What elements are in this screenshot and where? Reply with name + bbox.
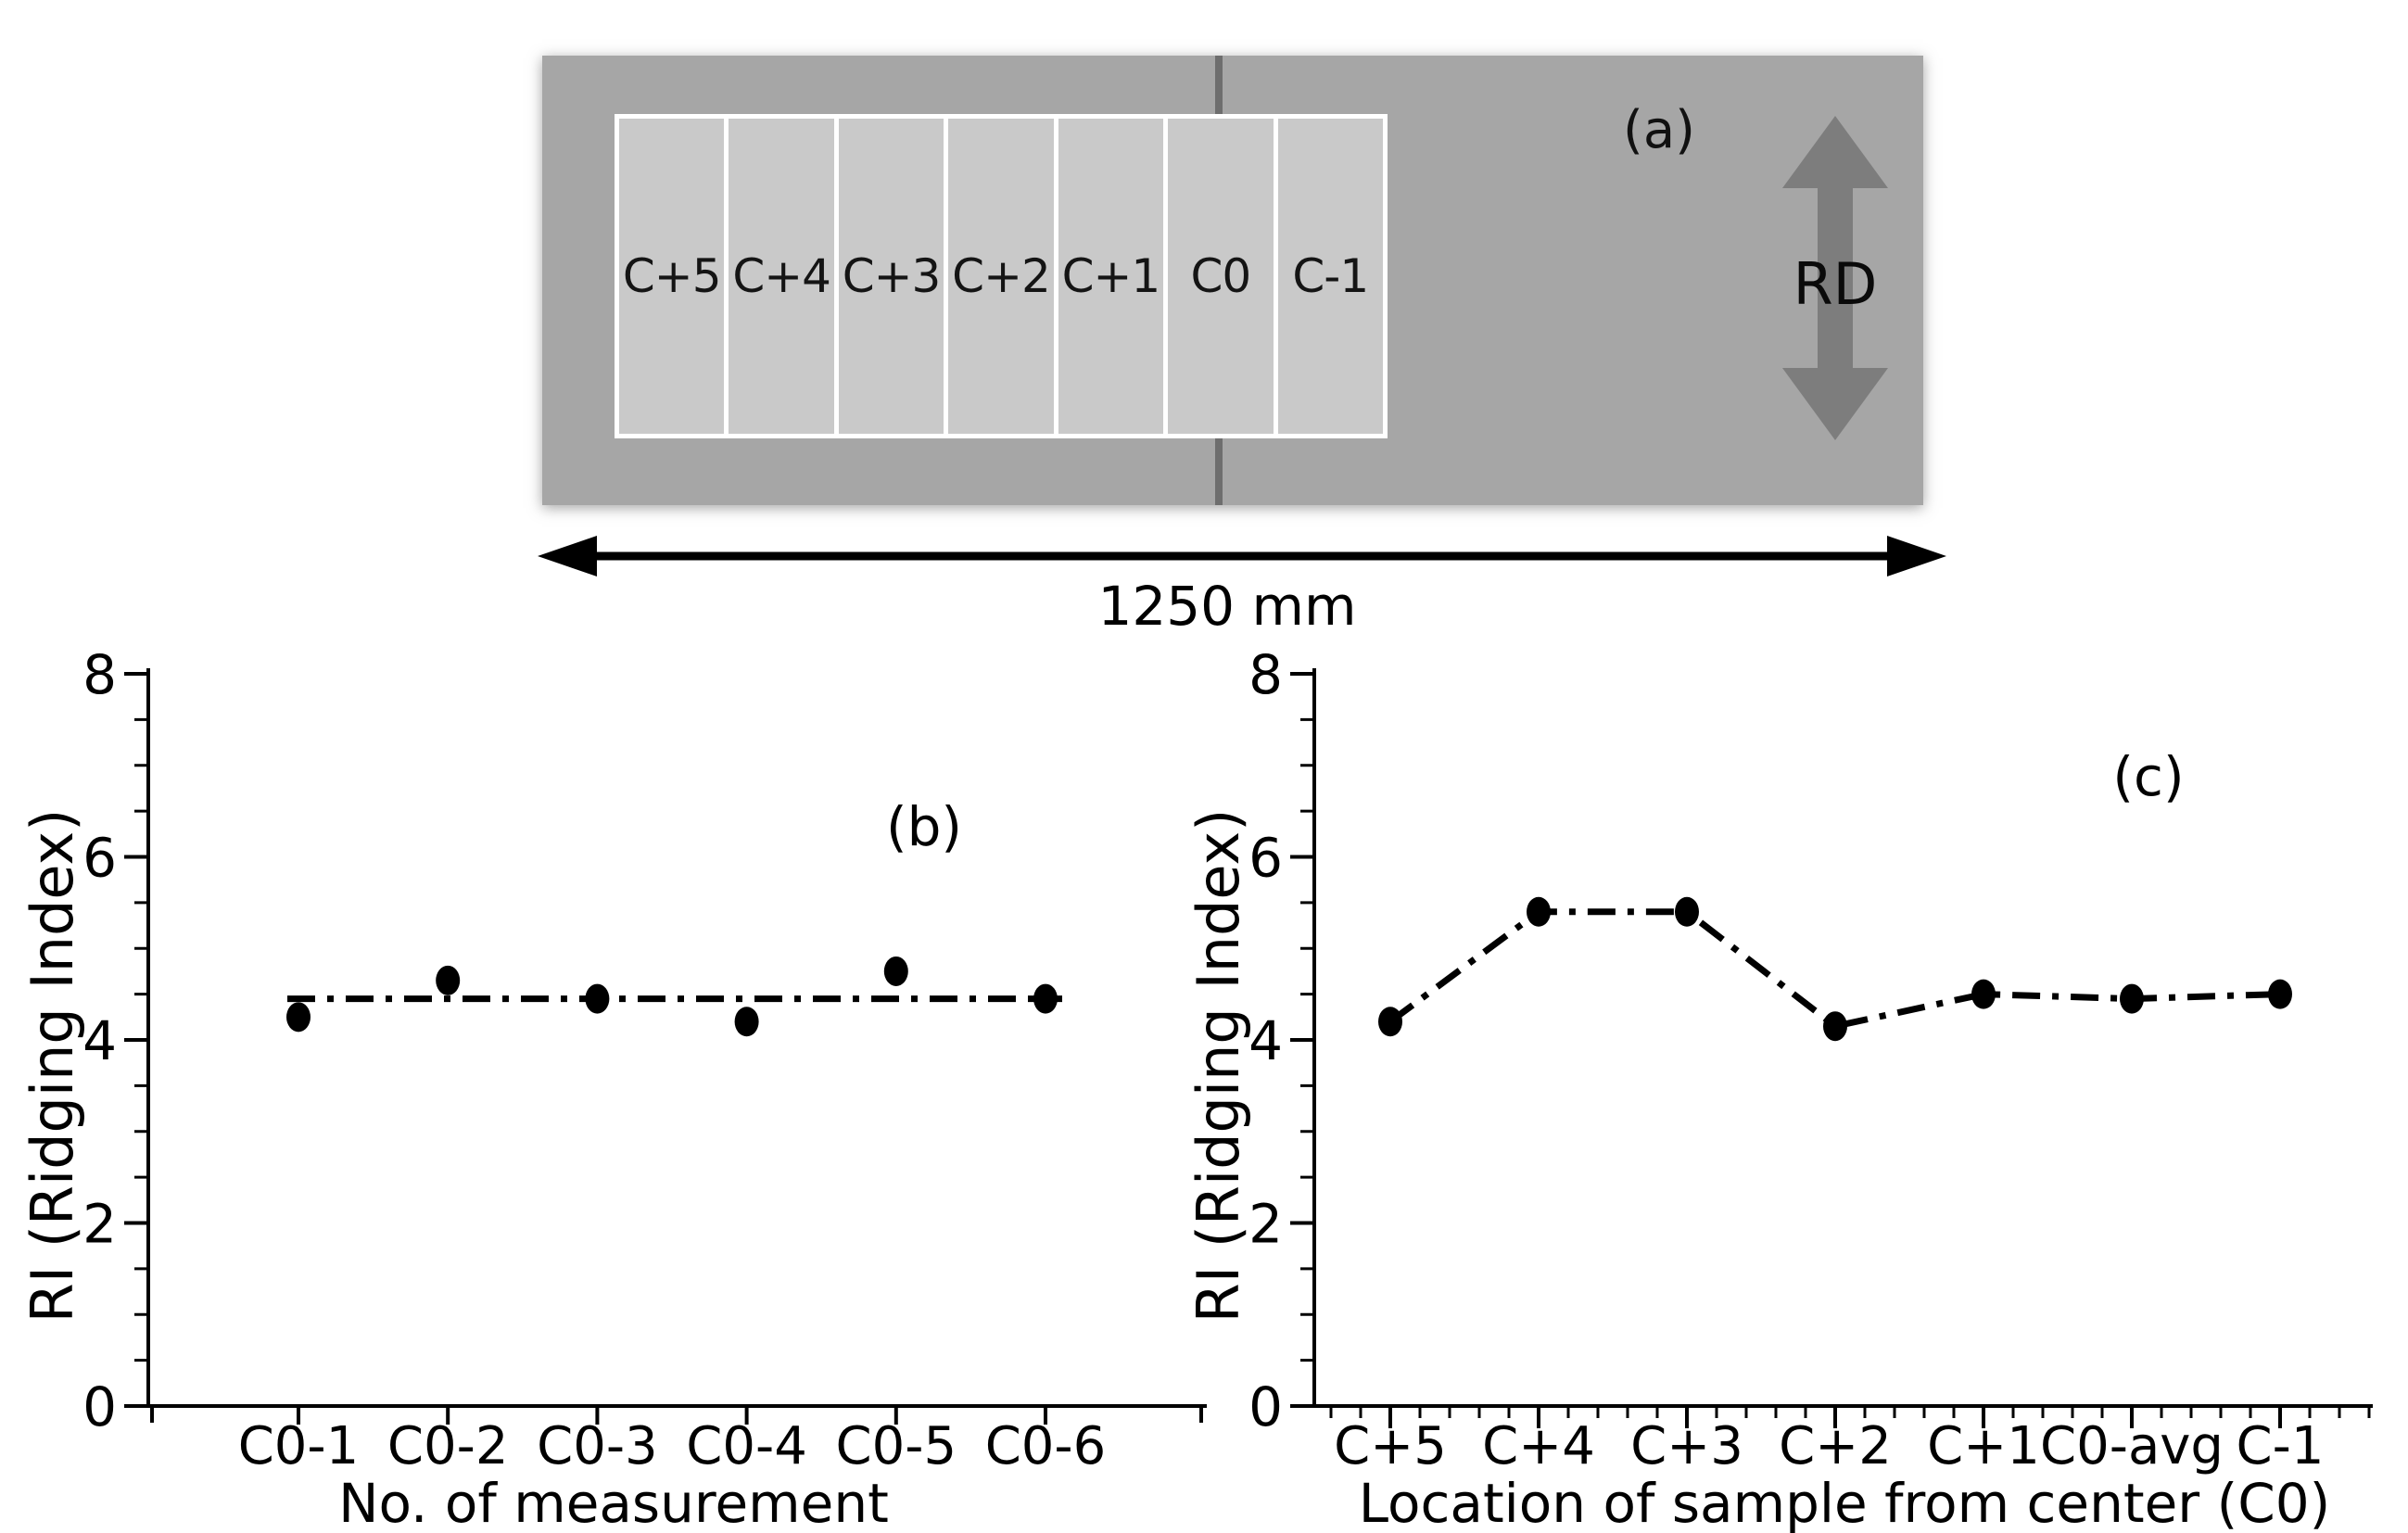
width-dimension-label: 1250 mm: [1097, 575, 1357, 638]
sample-strips-container: C+5 C+4 C+3 C+2 C+1 C0 C-1: [615, 114, 1388, 438]
rolling-direction-label: RD: [1793, 250, 1878, 318]
data-point: [1378, 1007, 1402, 1037]
rolling-direction-arrow-icon: [1782, 116, 1888, 440]
width-dimension-arrow-icon: [538, 536, 1946, 576]
y-tick-label: 2: [82, 1193, 117, 1256]
dimension-arrowhead-left: [538, 536, 597, 576]
data-point: [1823, 1011, 1847, 1042]
y-tick-label: 4: [82, 1009, 117, 1072]
x-tick-label: C+2: [1779, 1416, 1892, 1476]
sample-strip: C+2: [948, 119, 1054, 434]
sample-strip: C+5: [619, 119, 725, 434]
x-tick-label: C0-4: [686, 1416, 807, 1476]
data-point: [883, 956, 908, 986]
y-tick-label: 0: [1248, 1375, 1283, 1438]
y-tick-label: 8: [1248, 643, 1283, 706]
x-tick-label: C+4: [1482, 1416, 1595, 1476]
data-point: [734, 1007, 759, 1037]
y-tick-label: 4: [1248, 1009, 1283, 1072]
panel-label-c: (c): [2112, 745, 2184, 808]
x-tick-label: C0-avg: [2040, 1416, 2224, 1476]
x-axis-title: No. of measurement: [338, 1472, 889, 1533]
x-tick-label: C+1: [1927, 1416, 2040, 1476]
dimension-arrowhead-right: [1887, 536, 1946, 576]
x-axis-title: Location of sample from center (C0): [1359, 1472, 2331, 1533]
series-line: [1388, 908, 2281, 1030]
x-tick-label: C+5: [1334, 1416, 1447, 1476]
strip-label: C+2: [952, 249, 1051, 303]
sample-strip: C+1: [1058, 119, 1164, 434]
data-point: [436, 965, 461, 995]
x-tick-label: C0-5: [836, 1416, 957, 1476]
sample-strip: C0: [1168, 119, 1274, 434]
x-tick-label: C+3: [1630, 1416, 1743, 1476]
strip-label: C0: [1190, 249, 1251, 303]
data-point: [1675, 896, 1699, 927]
rd-arrow-head-down: [1782, 368, 1888, 440]
sample-strip: C+3: [838, 119, 944, 434]
y-axis-title: RI (Ridging Index): [1185, 809, 1252, 1324]
strip-label: C+4: [732, 249, 831, 303]
data-point: [1033, 983, 1058, 1014]
x-tick-label: C0-6: [985, 1416, 1107, 1476]
x-tick-label: C-1: [2237, 1416, 2325, 1476]
strip-label: C-1: [1292, 249, 1369, 303]
panel-a-label: (a): [1622, 100, 1695, 160]
steel-sheet: C+5 C+4 C+3 C+2 C+1 C0 C-1 RD (a): [542, 56, 1923, 505]
y-tick-label: 6: [1248, 827, 1283, 890]
x-tick-label: C0-2: [387, 1416, 509, 1476]
strip-label: C+5: [622, 249, 722, 303]
panel-label-b: (b): [886, 795, 962, 858]
data-point: [585, 983, 610, 1014]
data-point: [2268, 979, 2292, 1009]
sample-strip: C-1: [1277, 119, 1383, 434]
strip-label: C+1: [1061, 249, 1161, 303]
data-point: [2120, 983, 2144, 1014]
data-point: [286, 1002, 311, 1033]
data-point: [1971, 979, 1996, 1009]
y-tick-label: 0: [82, 1375, 117, 1438]
strip-label: C+3: [842, 249, 942, 303]
y-axis-title: RI (Ridging Index): [19, 809, 86, 1324]
y-tick-label: 6: [82, 827, 117, 890]
x-tick-label: C0-3: [537, 1416, 658, 1476]
rd-arrow-shaft: [1818, 179, 1853, 377]
rd-arrow-head-up: [1782, 116, 1888, 188]
sample-strip: C+4: [729, 119, 834, 434]
y-tick-label: 8: [82, 643, 117, 706]
data-point: [1527, 896, 1551, 927]
y-tick-label: 2: [1248, 1193, 1283, 1256]
x-tick-label: C0-1: [238, 1416, 360, 1476]
